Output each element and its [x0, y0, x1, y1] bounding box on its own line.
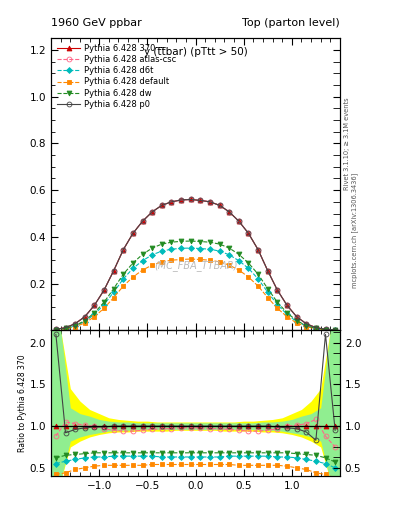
Text: 1960 GeV ppbar: 1960 GeV ppbar [51, 18, 142, 28]
Text: mcplots.cern.ch [arXiv:1306.3436]: mcplots.cern.ch [arXiv:1306.3436] [351, 173, 358, 288]
Text: Rivet 3.1.10; ≥ 3.1M events: Rivet 3.1.10; ≥ 3.1M events [344, 97, 350, 189]
Text: Top (parton level): Top (parton level) [242, 18, 340, 28]
Legend: Pythia 6.428 370, Pythia 6.428 atlas-csc, Pythia 6.428 d6t, Pythia 6.428 default: Pythia 6.428 370, Pythia 6.428 atlas-csc… [55, 42, 178, 110]
Y-axis label: Ratio to Pythia 6.428 370: Ratio to Pythia 6.428 370 [18, 354, 27, 452]
Text: y (t̅t̅bar) (pTtt > 50): y (t̅t̅bar) (pTtt > 50) [144, 47, 247, 57]
Text: (MC_FBA_TTBAR): (MC_FBA_TTBAR) [154, 261, 237, 271]
